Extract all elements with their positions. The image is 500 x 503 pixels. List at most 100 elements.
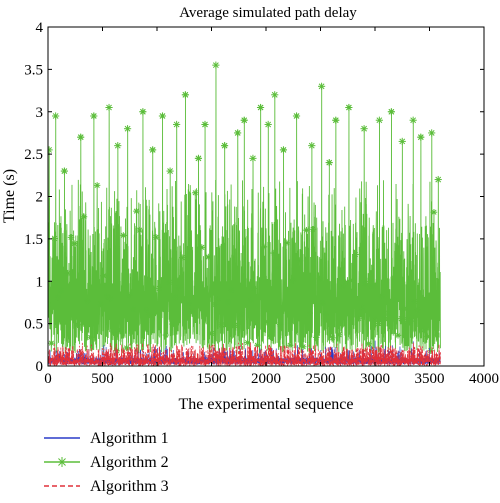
legend-item: Algorithm 3 bbox=[44, 478, 169, 495]
data-point bbox=[188, 307, 196, 314]
data-point bbox=[105, 103, 113, 112]
y-tick-label: 0 bbox=[36, 359, 44, 375]
data-point bbox=[407, 317, 415, 325]
y-tick-label: 3 bbox=[36, 105, 44, 121]
data-point bbox=[355, 315, 362, 322]
data-point bbox=[316, 275, 323, 283]
data-point bbox=[319, 299, 326, 307]
y-axis-label: Time (s) bbox=[1, 169, 18, 223]
chart-title: Average simulated path delay bbox=[179, 5, 357, 21]
data-point bbox=[181, 91, 189, 99]
legend: Algorithm 1 Algorithm 2 Algorithm 3 bbox=[44, 430, 169, 495]
legend-item: Algorithm 1 bbox=[44, 430, 169, 447]
data-point bbox=[231, 322, 238, 329]
data-point bbox=[384, 309, 392, 317]
data-point bbox=[378, 292, 385, 300]
data-point bbox=[71, 240, 78, 247]
data-point bbox=[60, 167, 68, 175]
data-point bbox=[375, 116, 383, 124]
data-point bbox=[156, 285, 163, 292]
data-point bbox=[224, 298, 232, 306]
data-point bbox=[414, 306, 421, 314]
legend-marker-icon bbox=[57, 457, 67, 467]
data-point bbox=[133, 207, 140, 215]
data-point bbox=[299, 343, 307, 350]
data-point bbox=[250, 285, 258, 292]
y-tick-label: 3.5 bbox=[24, 62, 43, 78]
data-point bbox=[123, 344, 130, 352]
y-tick-label: 4 bbox=[36, 20, 44, 36]
data-point bbox=[345, 103, 353, 112]
data-point bbox=[218, 321, 225, 329]
data-point bbox=[152, 234, 160, 241]
data-point bbox=[185, 299, 192, 307]
legend-item: Algorithm 2 bbox=[44, 454, 169, 471]
data-point bbox=[97, 300, 104, 308]
series-algorithm-2-markers bbox=[48, 61, 442, 355]
data-point bbox=[309, 226, 317, 233]
data-point bbox=[271, 91, 279, 99]
data-point bbox=[387, 108, 395, 116]
data-point bbox=[424, 333, 431, 340]
data-point bbox=[220, 142, 229, 150]
data-point bbox=[136, 226, 143, 234]
data-point bbox=[339, 283, 346, 290]
x-tick-label: 1500 bbox=[197, 371, 227, 387]
data-point bbox=[129, 306, 137, 313]
data-point bbox=[401, 305, 408, 312]
data-point bbox=[194, 154, 203, 162]
data-point bbox=[313, 334, 320, 341]
data-point bbox=[51, 235, 58, 242]
data-point bbox=[362, 280, 369, 287]
data-point bbox=[173, 120, 181, 129]
data-point bbox=[360, 125, 368, 133]
data-point bbox=[420, 326, 428, 334]
x-tick-label: 2500 bbox=[306, 371, 336, 387]
y-tick-label: 0.5 bbox=[24, 317, 43, 333]
data-point bbox=[57, 287, 65, 294]
data-point bbox=[342, 279, 349, 286]
data-point bbox=[158, 112, 167, 120]
data-point bbox=[381, 315, 389, 323]
data-point bbox=[212, 61, 220, 69]
data-point bbox=[371, 316, 379, 323]
x-axis-label: The experimental sequence bbox=[178, 396, 353, 413]
data-point bbox=[80, 213, 88, 220]
data-point bbox=[277, 321, 284, 328]
data-point bbox=[391, 297, 398, 304]
data-point bbox=[264, 120, 272, 129]
data-point bbox=[48, 146, 53, 154]
data-point bbox=[214, 295, 222, 302]
data-point bbox=[249, 154, 257, 162]
data-point bbox=[165, 278, 173, 286]
data-point bbox=[54, 294, 62, 301]
data-point bbox=[358, 304, 366, 311]
data-point bbox=[270, 249, 277, 257]
data-point bbox=[398, 315, 405, 322]
legend-label: Algorithm 2 bbox=[90, 454, 169, 471]
data-point bbox=[256, 103, 265, 112]
data-point bbox=[228, 286, 235, 294]
data-point bbox=[84, 298, 91, 305]
data-point bbox=[114, 142, 122, 150]
data-point bbox=[116, 327, 124, 335]
data-point bbox=[48, 339, 55, 347]
data-point bbox=[74, 321, 81, 328]
data-point bbox=[90, 112, 98, 120]
data-point bbox=[290, 277, 297, 284]
data-point bbox=[162, 331, 170, 339]
data-point bbox=[205, 253, 212, 261]
data-point bbox=[120, 232, 127, 239]
data-point bbox=[192, 189, 199, 196]
data-point bbox=[368, 282, 376, 290]
x-tick-label: 4000 bbox=[469, 371, 499, 387]
data-point bbox=[149, 146, 157, 154]
data-point bbox=[411, 298, 418, 305]
x-tick-label: 500 bbox=[91, 371, 114, 387]
x-tick-label: 0 bbox=[44, 371, 52, 387]
x-tick-label: 1000 bbox=[142, 371, 172, 387]
data-point bbox=[434, 175, 442, 184]
data-point bbox=[234, 129, 242, 137]
